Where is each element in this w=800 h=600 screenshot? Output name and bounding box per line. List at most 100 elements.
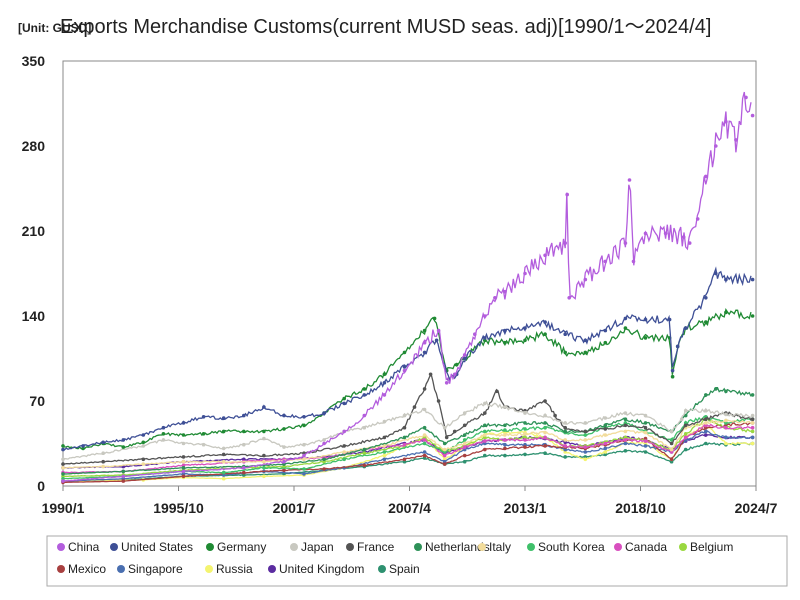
data-point (623, 438, 628, 442)
series-france (61, 372, 755, 466)
data-point (61, 457, 65, 462)
data-point (61, 466, 65, 470)
data-point (242, 429, 246, 434)
data-point (121, 474, 126, 479)
data-point (181, 421, 186, 425)
data-point (683, 408, 688, 413)
data-point (342, 450, 347, 454)
data-point (750, 435, 755, 440)
data-point (442, 441, 447, 446)
data-point (81, 444, 85, 448)
data-point (687, 241, 692, 245)
data-point (362, 451, 367, 456)
data-point (121, 445, 126, 449)
data-point (362, 393, 367, 397)
data-point (750, 393, 755, 397)
data-point (503, 289, 507, 294)
data-point (322, 411, 326, 415)
data-point (402, 413, 407, 418)
data-point (704, 421, 708, 425)
data-point (342, 429, 347, 434)
data-point (462, 441, 467, 446)
data-point (683, 435, 688, 440)
data-point (402, 368, 407, 373)
data-point (201, 432, 206, 436)
series-line (62, 400, 752, 461)
data-point (412, 405, 417, 409)
data-point (583, 421, 588, 425)
series-line (62, 387, 752, 475)
data-point (101, 459, 105, 464)
data-point (631, 259, 636, 264)
legend-label: Mexico (68, 562, 106, 576)
data-point (402, 435, 407, 440)
series-germany (61, 307, 755, 451)
data-point (422, 453, 427, 458)
data-point (242, 470, 246, 475)
legend-swatch (290, 543, 298, 551)
data-point (61, 444, 65, 448)
data-point (422, 328, 427, 333)
data-point (444, 381, 449, 385)
data-point (462, 445, 467, 449)
legend-swatch (614, 543, 622, 551)
legend-swatch (478, 543, 486, 551)
data-point (322, 457, 326, 462)
legend-swatch (57, 543, 65, 551)
legend-swatch (206, 543, 214, 551)
data-point (667, 317, 672, 322)
data-point (302, 453, 306, 458)
data-point (750, 413, 755, 418)
y-tick-label: 0 (37, 478, 45, 494)
data-point (342, 396, 347, 401)
data-point (643, 421, 648, 425)
data-point (563, 455, 567, 459)
data-point (704, 393, 708, 397)
data-point (452, 429, 457, 434)
data-point (669, 447, 674, 452)
data-point (704, 408, 708, 413)
data-point (221, 459, 226, 464)
data-point (563, 429, 567, 434)
data-point (161, 425, 166, 430)
data-point (302, 457, 306, 462)
data-point (483, 336, 487, 340)
data-point (483, 411, 487, 415)
data-point (141, 462, 146, 466)
data-point (61, 472, 65, 476)
data-point (503, 328, 507, 333)
data-point (101, 440, 105, 445)
data-point (683, 423, 688, 428)
data-point (101, 464, 105, 469)
data-point (422, 387, 427, 391)
data-point (302, 467, 306, 471)
data-point (282, 427, 286, 431)
data-point (695, 217, 700, 221)
data-point (583, 429, 588, 434)
legend-label: France (357, 540, 395, 554)
data-point (242, 473, 246, 477)
y-tick-label: 350 (22, 53, 46, 69)
data-point (543, 444, 547, 448)
legend-label: South Korea (538, 540, 605, 554)
series-singapore (61, 429, 755, 483)
data-point (432, 316, 437, 321)
data-point (181, 469, 186, 474)
data-point (342, 444, 347, 448)
data-point (422, 438, 427, 442)
series-line (62, 373, 752, 466)
data-point (750, 113, 755, 118)
data-point (382, 444, 387, 448)
data-point (704, 433, 708, 437)
data-point (543, 425, 547, 430)
data-point (563, 421, 567, 425)
data-point (61, 462, 65, 466)
data-point (382, 419, 387, 424)
data-point (483, 439, 487, 443)
data-point (623, 441, 628, 446)
data-point (121, 438, 126, 442)
data-point (724, 412, 728, 417)
data-point (121, 479, 126, 483)
data-point (669, 429, 674, 434)
series-italy (61, 418, 755, 470)
